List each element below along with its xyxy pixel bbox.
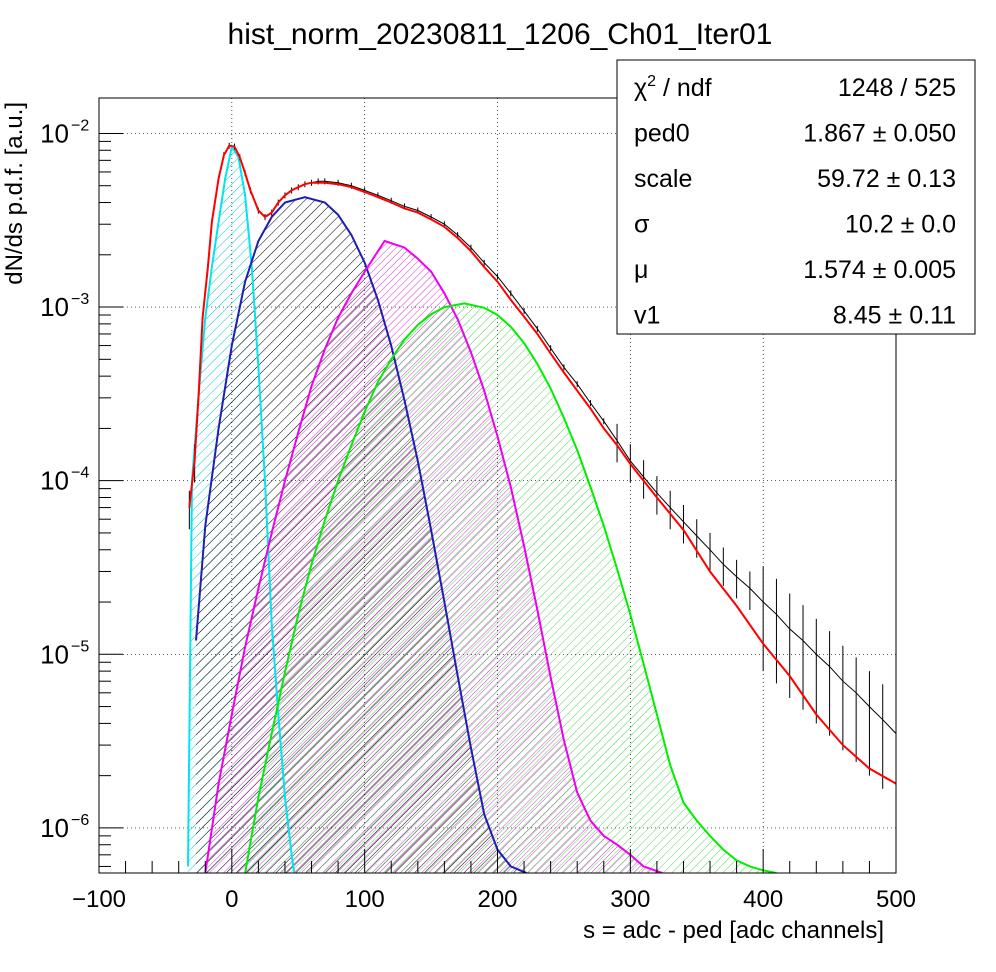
x-tick-label: 0 xyxy=(225,886,238,913)
stats-value: 10.2 ± 0.0 xyxy=(845,211,956,239)
stats-label: χ2 / ndf xyxy=(634,73,712,102)
stats-value: 1.867 ± 0.050 xyxy=(803,120,956,148)
stats-value: 8.45 ± 0.11 xyxy=(833,302,956,330)
component-line-pedestal xyxy=(187,143,296,873)
y-tick-exponent: −3 xyxy=(71,291,89,308)
component-line-pe3 xyxy=(244,302,777,873)
y-tick-label: 10 xyxy=(40,813,69,843)
fit-total-line xyxy=(188,144,896,785)
stats-label: v1 xyxy=(634,302,660,330)
x-tick-label: −100 xyxy=(72,886,126,913)
component-fill-pe3 xyxy=(245,303,777,873)
stats-label: σ xyxy=(634,211,650,239)
chart-title: hist_norm_20230811_1206_Ch01_Iter01 xyxy=(228,18,773,51)
x-tick-label: 200 xyxy=(477,886,517,913)
series-lines xyxy=(187,142,896,873)
stats-box-frame xyxy=(616,59,976,335)
y-tick-label: 10 xyxy=(40,118,69,148)
stats-value: 1248 / 525 xyxy=(838,74,956,102)
x-tick-label: 100 xyxy=(345,886,385,913)
component-line-pe1 xyxy=(195,196,528,873)
stats-label: μ xyxy=(634,256,648,284)
stats-box: χ2 / ndf 1248 / 525 ped0 1.867 ± 0.050 scale… xyxy=(616,59,976,335)
y-tick-exponent: −2 xyxy=(71,117,89,134)
y-tick-exponent: −4 xyxy=(71,465,89,482)
y-tick-exponent: −6 xyxy=(71,812,89,829)
y-tick-label: 10 xyxy=(40,639,69,669)
y-tick-label: 10 xyxy=(40,466,69,496)
stats-value: 59.72 ± 0.13 xyxy=(817,165,956,193)
x-axis-label: s = adc - ped [adc channels] xyxy=(583,917,884,944)
component-line-pe2 xyxy=(204,239,663,873)
stats-label: scale xyxy=(634,165,692,193)
x-tick-label: 500 xyxy=(876,886,916,913)
y-axis-label: dN/ds p.d.f. [a.u.] xyxy=(1,102,28,285)
stats-label: ped0 xyxy=(634,120,690,148)
stats-value: 1.574 ± 0.005 xyxy=(803,256,956,284)
x-tick-label: 400 xyxy=(743,886,783,913)
y-tick-exponent: −5 xyxy=(71,638,89,655)
x-tick-label: 300 xyxy=(610,886,650,913)
y-tick-label: 10 xyxy=(40,292,69,322)
